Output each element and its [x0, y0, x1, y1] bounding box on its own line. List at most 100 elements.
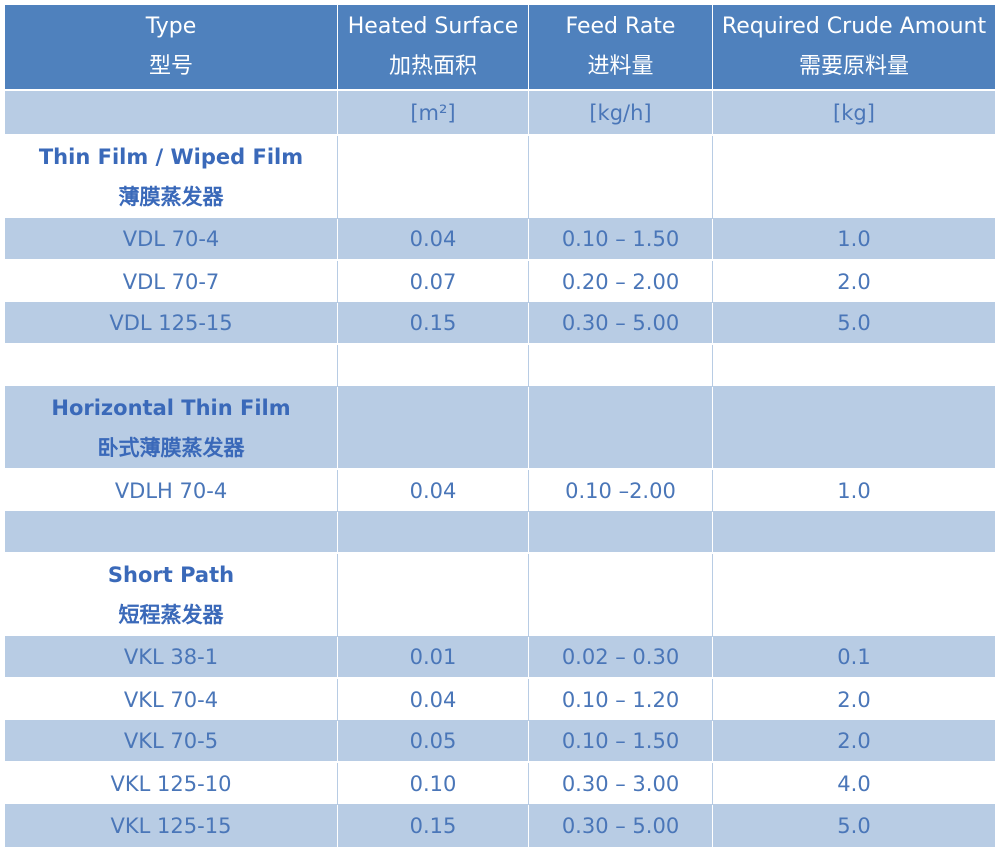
table-row-crude: 2.0 — [713, 679, 995, 721]
cell-crude: 2.0 — [837, 729, 871, 753]
section-title-en: Horizontal Thin Film — [51, 395, 291, 420]
table-row-surface: 0.10 — [338, 763, 529, 805]
cell-surface: 0.04 — [409, 687, 457, 712]
unit-surface-label: [m²] — [410, 100, 456, 125]
table-row-surface: 0.04 — [338, 219, 529, 261]
table-row-crude: 4.0 — [713, 763, 995, 805]
table-row-type: VDL 70-7 — [5, 261, 338, 303]
empty-cell — [713, 554, 995, 637]
cell-surface: 0.04 — [409, 227, 457, 251]
cell-feed: 0.30 – 5.00 — [561, 814, 680, 838]
cell-type: VKL 70-5 — [123, 729, 219, 753]
cell-feed: 0.10 – 1.50 — [561, 729, 680, 753]
cell-type: VKL 125-15 — [110, 814, 232, 838]
table-row-crude: 1.0 — [713, 470, 995, 512]
cell-type: VKL 125-10 — [110, 771, 232, 796]
table-row-feed: 0.10 – 1.50 — [529, 219, 713, 261]
table-row-type: VDLH 70-4 — [5, 470, 338, 512]
empty-cell — [713, 387, 995, 470]
unit-feed: [kg/h] — [529, 91, 713, 136]
header-crude-en: Required Crude Amount — [721, 14, 987, 39]
cell-type: VDL 125-15 — [109, 311, 233, 335]
cell-feed: 0.30 – 3.00 — [561, 771, 680, 796]
cell-crude: 1.0 — [837, 227, 871, 251]
cell-type: VDLH 70-4 — [114, 478, 228, 503]
table-row-type: VDL 70-4 — [5, 219, 338, 261]
section-title-en: Thin Film / Wiped Film — [38, 145, 304, 169]
cell-crude: 4.0 — [837, 771, 871, 796]
header-type-en: Type — [145, 14, 197, 39]
table-row-surface: 0.05 — [338, 721, 529, 763]
header-feed-zh: 进料量 — [587, 54, 654, 79]
table-row-feed: 0.10 – 1.20 — [529, 679, 713, 721]
empty-cell — [713, 136, 995, 219]
spacer-row — [338, 345, 529, 387]
table-row-surface: 0.04 — [338, 679, 529, 721]
header-surface: Heated Surface 加热面积 — [338, 5, 529, 91]
header-surface-zh: 加热面积 — [388, 54, 477, 79]
cell-type: VDL 70-4 — [122, 227, 220, 251]
table-row-crude: 5.0 — [713, 303, 995, 345]
section-title-zh: 卧式薄膜蒸发器 — [97, 435, 245, 460]
cell-feed: 0.10 – 1.50 — [561, 227, 680, 251]
table-row-surface: 0.15 — [338, 805, 529, 849]
cell-crude: 1.0 — [837, 478, 871, 503]
cell-feed: 0.20 – 2.00 — [561, 269, 680, 294]
table-row-type: VKL 125-10 — [5, 763, 338, 805]
cell-surface: 0.01 — [409, 645, 457, 669]
cell-feed: 0.10 – 1.20 — [561, 687, 680, 712]
unit-feed-label: [kg/h] — [589, 100, 652, 125]
table-row-type: VKL 70-5 — [5, 721, 338, 763]
cell-feed: 0.02 – 0.30 — [561, 645, 680, 669]
table-row-crude: 2.0 — [713, 261, 995, 303]
spacer-row — [5, 512, 338, 554]
cell-feed: 0.30 – 5.00 — [561, 311, 680, 335]
header-feed: Feed Rate 进料量 — [529, 5, 713, 91]
section-title-en: Short Path — [107, 563, 235, 587]
cell-crude: 2.0 — [837, 269, 871, 294]
table-row-feed: 0.30 – 5.00 — [529, 805, 713, 849]
cell-surface: 0.10 — [409, 771, 457, 796]
table-row-feed: 0.30 – 5.00 — [529, 303, 713, 345]
table-row-feed: 0.10 –2.00 — [529, 470, 713, 512]
spacer-row — [529, 512, 713, 554]
empty-cell — [529, 136, 713, 219]
header-crude-zh: 需要原料量 — [798, 54, 909, 79]
spacer-row — [338, 512, 529, 554]
table-row-type: VKL 125-15 — [5, 805, 338, 849]
cell-crude: 5.0 — [837, 311, 871, 335]
table-row-feed: 0.30 – 3.00 — [529, 763, 713, 805]
table-row-crude: 0.1 — [713, 637, 995, 679]
cell-surface: 0.05 — [409, 729, 457, 753]
table-row-type: VKL 38-1 — [5, 637, 338, 679]
cell-crude: 5.0 — [837, 814, 871, 838]
header-type: Type 型号 — [5, 5, 338, 91]
table-row-feed: 0.10 – 1.50 — [529, 721, 713, 763]
spacer-row — [5, 345, 338, 387]
table-row-feed: 0.20 – 2.00 — [529, 261, 713, 303]
header-feed-en: Feed Rate — [565, 14, 676, 39]
table-row-type: VDL 125-15 — [5, 303, 338, 345]
spacer-row — [529, 345, 713, 387]
cell-type: VKL 70-4 — [123, 687, 219, 712]
header-crude: Required Crude Amount 需要原料量 — [713, 5, 995, 91]
cell-crude: 2.0 — [837, 687, 871, 712]
table-row-surface: 0.01 — [338, 637, 529, 679]
empty-cell — [338, 136, 529, 219]
unit-surface: [m²] — [338, 91, 529, 136]
spacer-row — [713, 345, 995, 387]
cell-crude: 0.1 — [837, 645, 871, 669]
equipment-table: Type 型号 Heated Surface 加热面积 Feed Rate 进料… — [5, 5, 995, 851]
table-row-crude: 2.0 — [713, 721, 995, 763]
table-row-feed: 0.02 – 0.30 — [529, 637, 713, 679]
spacer-row — [713, 512, 995, 554]
header-surface-en: Heated Surface — [347, 14, 519, 39]
cell-surface: 0.04 — [409, 478, 457, 503]
section-title-short-path: Short Path 短程蒸发器 — [5, 554, 338, 637]
section-title-thin-film: Thin Film / Wiped Film 薄膜蒸发器 — [5, 136, 338, 219]
unit-crude: [kg] — [713, 91, 995, 136]
header-type-zh: 型号 — [148, 54, 193, 79]
empty-cell — [338, 554, 529, 637]
cell-feed: 0.10 –2.00 — [565, 478, 676, 503]
cell-surface: 0.15 — [409, 814, 457, 838]
